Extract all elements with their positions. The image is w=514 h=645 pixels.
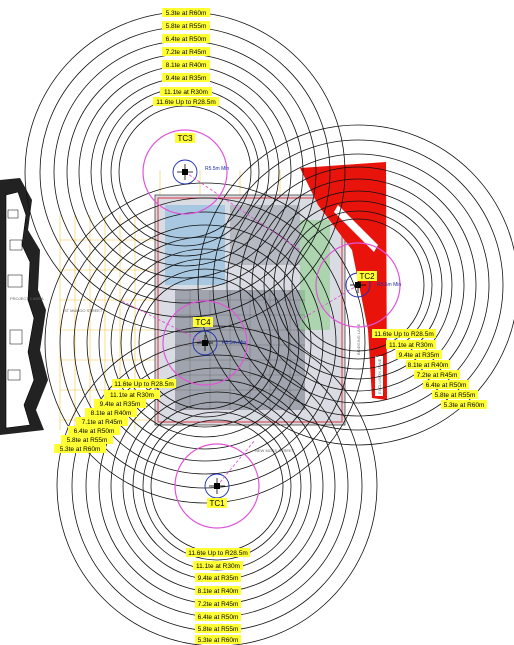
neighbour-building-interior bbox=[5, 191, 35, 429]
crane-bases bbox=[177, 164, 366, 494]
tc4-radius-ring-2 bbox=[130, 268, 280, 418]
tc2-load-table: 11.6te Up to R28.5m 11.1te at R30m 9.4te… bbox=[372, 329, 487, 409]
tc3-load-table: 5.3te at R60m 5.8te at R55m 6.4te at R50… bbox=[153, 8, 219, 106]
tc4-load-1: 11.6te Up to R28.5m bbox=[114, 381, 174, 388]
tc1-radius-ring-9 bbox=[56, 325, 378, 645]
tc4-min-radius-circle bbox=[192, 330, 218, 356]
jib-line-3 bbox=[216, 439, 256, 487]
exclusion-zone-hatch bbox=[334, 205, 378, 252]
tc2-radius-ring-7 bbox=[226, 153, 490, 417]
left-site-label: PROJECT 1 AREA bbox=[10, 296, 44, 301]
exclusion-zone-note-box bbox=[375, 356, 383, 396]
tc4-load-4: 8.1te at R40m bbox=[91, 410, 132, 417]
tc2-load-4: 8.1te at R40m bbox=[408, 362, 449, 369]
tc1-load-3: 9.4te at R35m bbox=[198, 575, 239, 582]
jib-line-4 bbox=[299, 284, 359, 321]
tc3-name: TC3 bbox=[177, 134, 193, 143]
building-footprint bbox=[154, 194, 346, 426]
jib-line-1 bbox=[184, 171, 301, 251]
tc3-load-5: 8.1te at R40m bbox=[166, 62, 207, 69]
tc3-load-1: 5.3te at R60m bbox=[166, 10, 207, 17]
tc4-radius-ring-7 bbox=[73, 211, 337, 475]
tc2-radius-ring-9 bbox=[197, 124, 514, 446]
tc2-load-2: 11.1te at R30m bbox=[389, 342, 433, 349]
tc1-load-4: 8.1te at R40m bbox=[198, 588, 239, 595]
tc3-load-4: 7.2te at R45m bbox=[166, 49, 207, 56]
tc4-radius-ring-1 bbox=[138, 276, 272, 410]
tc4-radius-ring-5 bbox=[98, 236, 312, 450]
tc2-load-6: 6.4te at R50m bbox=[426, 382, 467, 389]
tc3-load-6: 9.4te at R35m bbox=[166, 75, 207, 82]
tc1-load-6: 6.4te at R50m bbox=[198, 614, 239, 621]
tc2-group: TC2 R5.5m Min 11.6te Up to R28.5m 11.1te… bbox=[357, 271, 487, 409]
tc4-load-6: 6.4te at R50m bbox=[74, 428, 115, 435]
tc1-group: TC1 11.6te Up to R28.5m 11.1te at R30m 9… bbox=[186, 498, 250, 644]
radius-rings bbox=[24, 11, 514, 645]
tc3-group: TC3 R5.5m Min 5.3te at R60m 5.8te at R55… bbox=[153, 8, 229, 172]
tc2-radius-ring-2 bbox=[283, 210, 433, 360]
site-background: PROJECT 1 AREA ST MUNGO STREET bbox=[0, 162, 387, 453]
tc1-load-2: 11.1te at R30m bbox=[196, 563, 240, 570]
tc4-load-7: 5.8te at R55m bbox=[67, 437, 108, 444]
right-street-label: BRIDGING LANE bbox=[356, 323, 361, 355]
tc3-slew-circle bbox=[142, 129, 228, 215]
tc3-min-radius-circle bbox=[172, 159, 198, 185]
tc3-name-bg bbox=[175, 133, 195, 143]
left-street-label: ST MUNGO STREET bbox=[64, 308, 103, 313]
tc2-radius-ring-6 bbox=[239, 166, 477, 404]
tc3-min-radius: R5.5m Min bbox=[205, 166, 229, 172]
tc1-radius-ring-2 bbox=[142, 411, 292, 561]
tc1-load-1: 11.6te Up to R28.5m bbox=[188, 550, 248, 557]
tc3-load-8: 11.6te Up to R28.5m bbox=[156, 99, 216, 106]
tc2-load-5: 7.2te at R45m bbox=[417, 372, 458, 379]
tc2-slew-circle bbox=[315, 242, 401, 328]
tc1-name: TC1 bbox=[209, 499, 225, 508]
tc4-load-table: 11.6te Up to R28.5m 11.1te at R30m 9.4te… bbox=[54, 379, 176, 453]
tc1-load-8: 5.3te at R60m bbox=[198, 637, 239, 644]
tc1-load-table: 11.6te Up to R28.5m 11.1te at R30m 9.4te… bbox=[186, 548, 250, 644]
tc1-slew-circle bbox=[174, 443, 260, 529]
tc2-radius-ring-8 bbox=[212, 139, 504, 431]
tc2-load-3: 9.4te at R35m bbox=[399, 352, 440, 359]
tc2-min-radius: R5.5m Min bbox=[377, 282, 401, 288]
tc4-load-3: 9.4te at R35m bbox=[100, 401, 141, 408]
tc1-load-7: 5.8te at R55m bbox=[198, 626, 239, 633]
tc3-load-3: 6.4te at R50m bbox=[166, 36, 207, 43]
tc2-load-7: 5.8te at R55m bbox=[435, 392, 476, 399]
tc2-radius-ring-4 bbox=[263, 190, 453, 380]
tc3-load-2: 5.8te at R55m bbox=[166, 23, 207, 30]
tc3-load-7: 11.1te at R30m bbox=[164, 89, 208, 96]
bottom-street-label: NEW MOSS STREET bbox=[255, 448, 295, 453]
tc2-radius-ring-3 bbox=[273, 200, 443, 370]
jib-line-2 bbox=[119, 299, 206, 344]
tc2-name-bg bbox=[357, 271, 377, 281]
tc4-name-bg bbox=[193, 317, 213, 327]
tc4-slew-circle bbox=[162, 300, 248, 386]
tc4-group: TC4 R5.5m Min 11.6te Up to R28.5m 11.1te… bbox=[54, 317, 246, 453]
exclusion-zone bbox=[300, 162, 387, 400]
tc2-load-8: 5.3te at R60m bbox=[444, 402, 485, 409]
tc2-load-1: 11.6te Up to R28.5m bbox=[374, 331, 434, 338]
tc4-load-5: 7.1te at R45m bbox=[82, 419, 123, 426]
tc2-name: TC2 bbox=[359, 272, 375, 281]
tc4-radius-ring-6 bbox=[86, 224, 324, 462]
tc4-name: TC4 bbox=[195, 318, 211, 327]
tc4-radius-ring-4 bbox=[110, 248, 300, 438]
tc2-radius-ring-1 bbox=[291, 218, 425, 352]
tc1-name-bg bbox=[207, 498, 227, 508]
tc4-min-radius: R5.5m Min bbox=[222, 340, 246, 346]
tc4-load-2: 11.1te at R30m bbox=[110, 392, 154, 399]
tc4-radius-ring-9 bbox=[44, 182, 366, 504]
tc1-load-5: 7.2te at R45m bbox=[198, 601, 239, 608]
tc4-load-8: 5.3te at R60m bbox=[60, 446, 101, 453]
